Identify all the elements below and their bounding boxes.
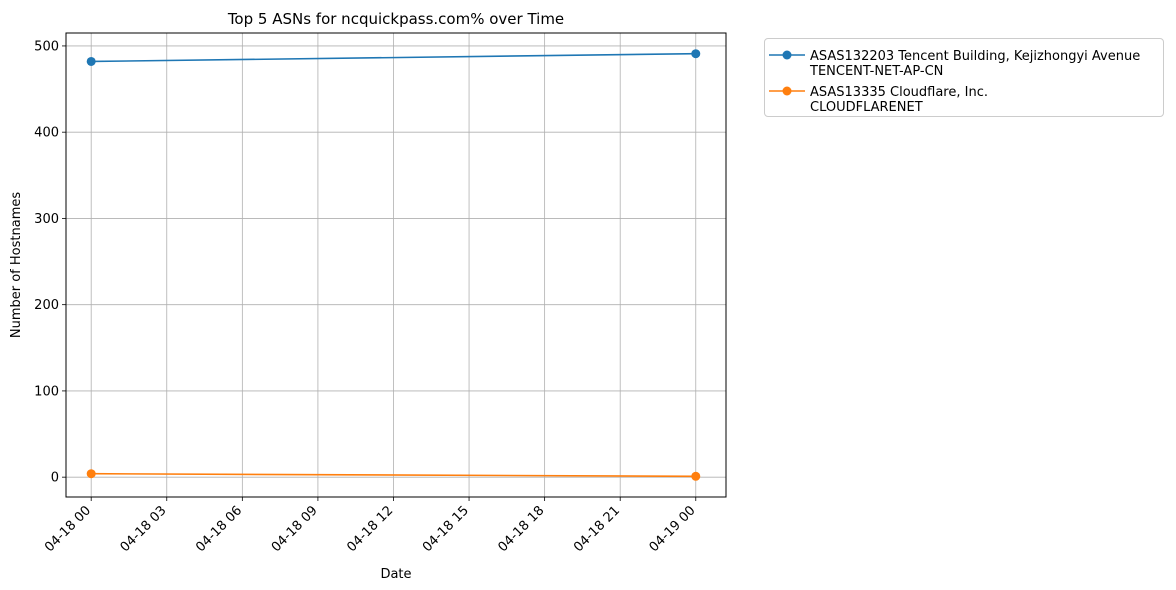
y-tick-label: 200 <box>34 298 59 313</box>
x-tick-label: 04-18 00 <box>42 503 94 555</box>
chart-title: Top 5 ASNs for ncquickpass.com% over Tim… <box>227 10 564 28</box>
y-axis-ticks: 0 100 200 300 400 500 <box>34 39 66 486</box>
y-tick-label: 300 <box>34 212 59 227</box>
y-tick-label: 100 <box>34 384 59 399</box>
x-tick-label: 04-18 03 <box>118 503 170 555</box>
series-lines <box>86 49 701 481</box>
y-tick-label: 500 <box>34 39 59 54</box>
x-tick-label: 04-18 15 <box>420 503 472 555</box>
series-1-point <box>691 49 701 59</box>
legend-swatch-series-1 <box>769 50 805 60</box>
y-tick-label: 0 <box>51 471 59 486</box>
grid-lines <box>66 33 726 497</box>
x-tick-label: 04-18 06 <box>193 503 245 555</box>
x-tick-label: 04-18 09 <box>269 503 321 555</box>
series-2-point <box>86 469 96 479</box>
legend-label-series-2: ASAS13335 Cloudflare, Inc. CLOUDFLARENET <box>810 85 988 115</box>
x-axis-label: Date <box>380 567 411 582</box>
x-tick-label: 04-19 00 <box>647 503 699 555</box>
plot-area <box>65 32 727 498</box>
x-tick-label: 04-18 21 <box>571 503 623 555</box>
series-1-point <box>86 56 96 66</box>
x-tick-label: 04-18 12 <box>344 503 396 555</box>
legend: ASAS132203 Tencent Building, Kejizhongyi… <box>764 38 1164 117</box>
legend-label-series-1: ASAS132203 Tencent Building, Kejizhongyi… <box>810 49 1141 79</box>
x-tick-label: 04-18 18 <box>496 503 548 555</box>
legend-swatch-series-2 <box>769 86 805 96</box>
series-1-line <box>91 52 696 63</box>
series-2-line <box>91 472 696 478</box>
y-tick-label: 400 <box>34 126 59 141</box>
series-2-point <box>691 471 701 481</box>
x-axis-ticks: 04-18 00 04-18 03 04-18 06 04-18 09 04-18 12… <box>42 497 699 555</box>
y-axis-label: Number of Hostnames <box>9 192 24 338</box>
